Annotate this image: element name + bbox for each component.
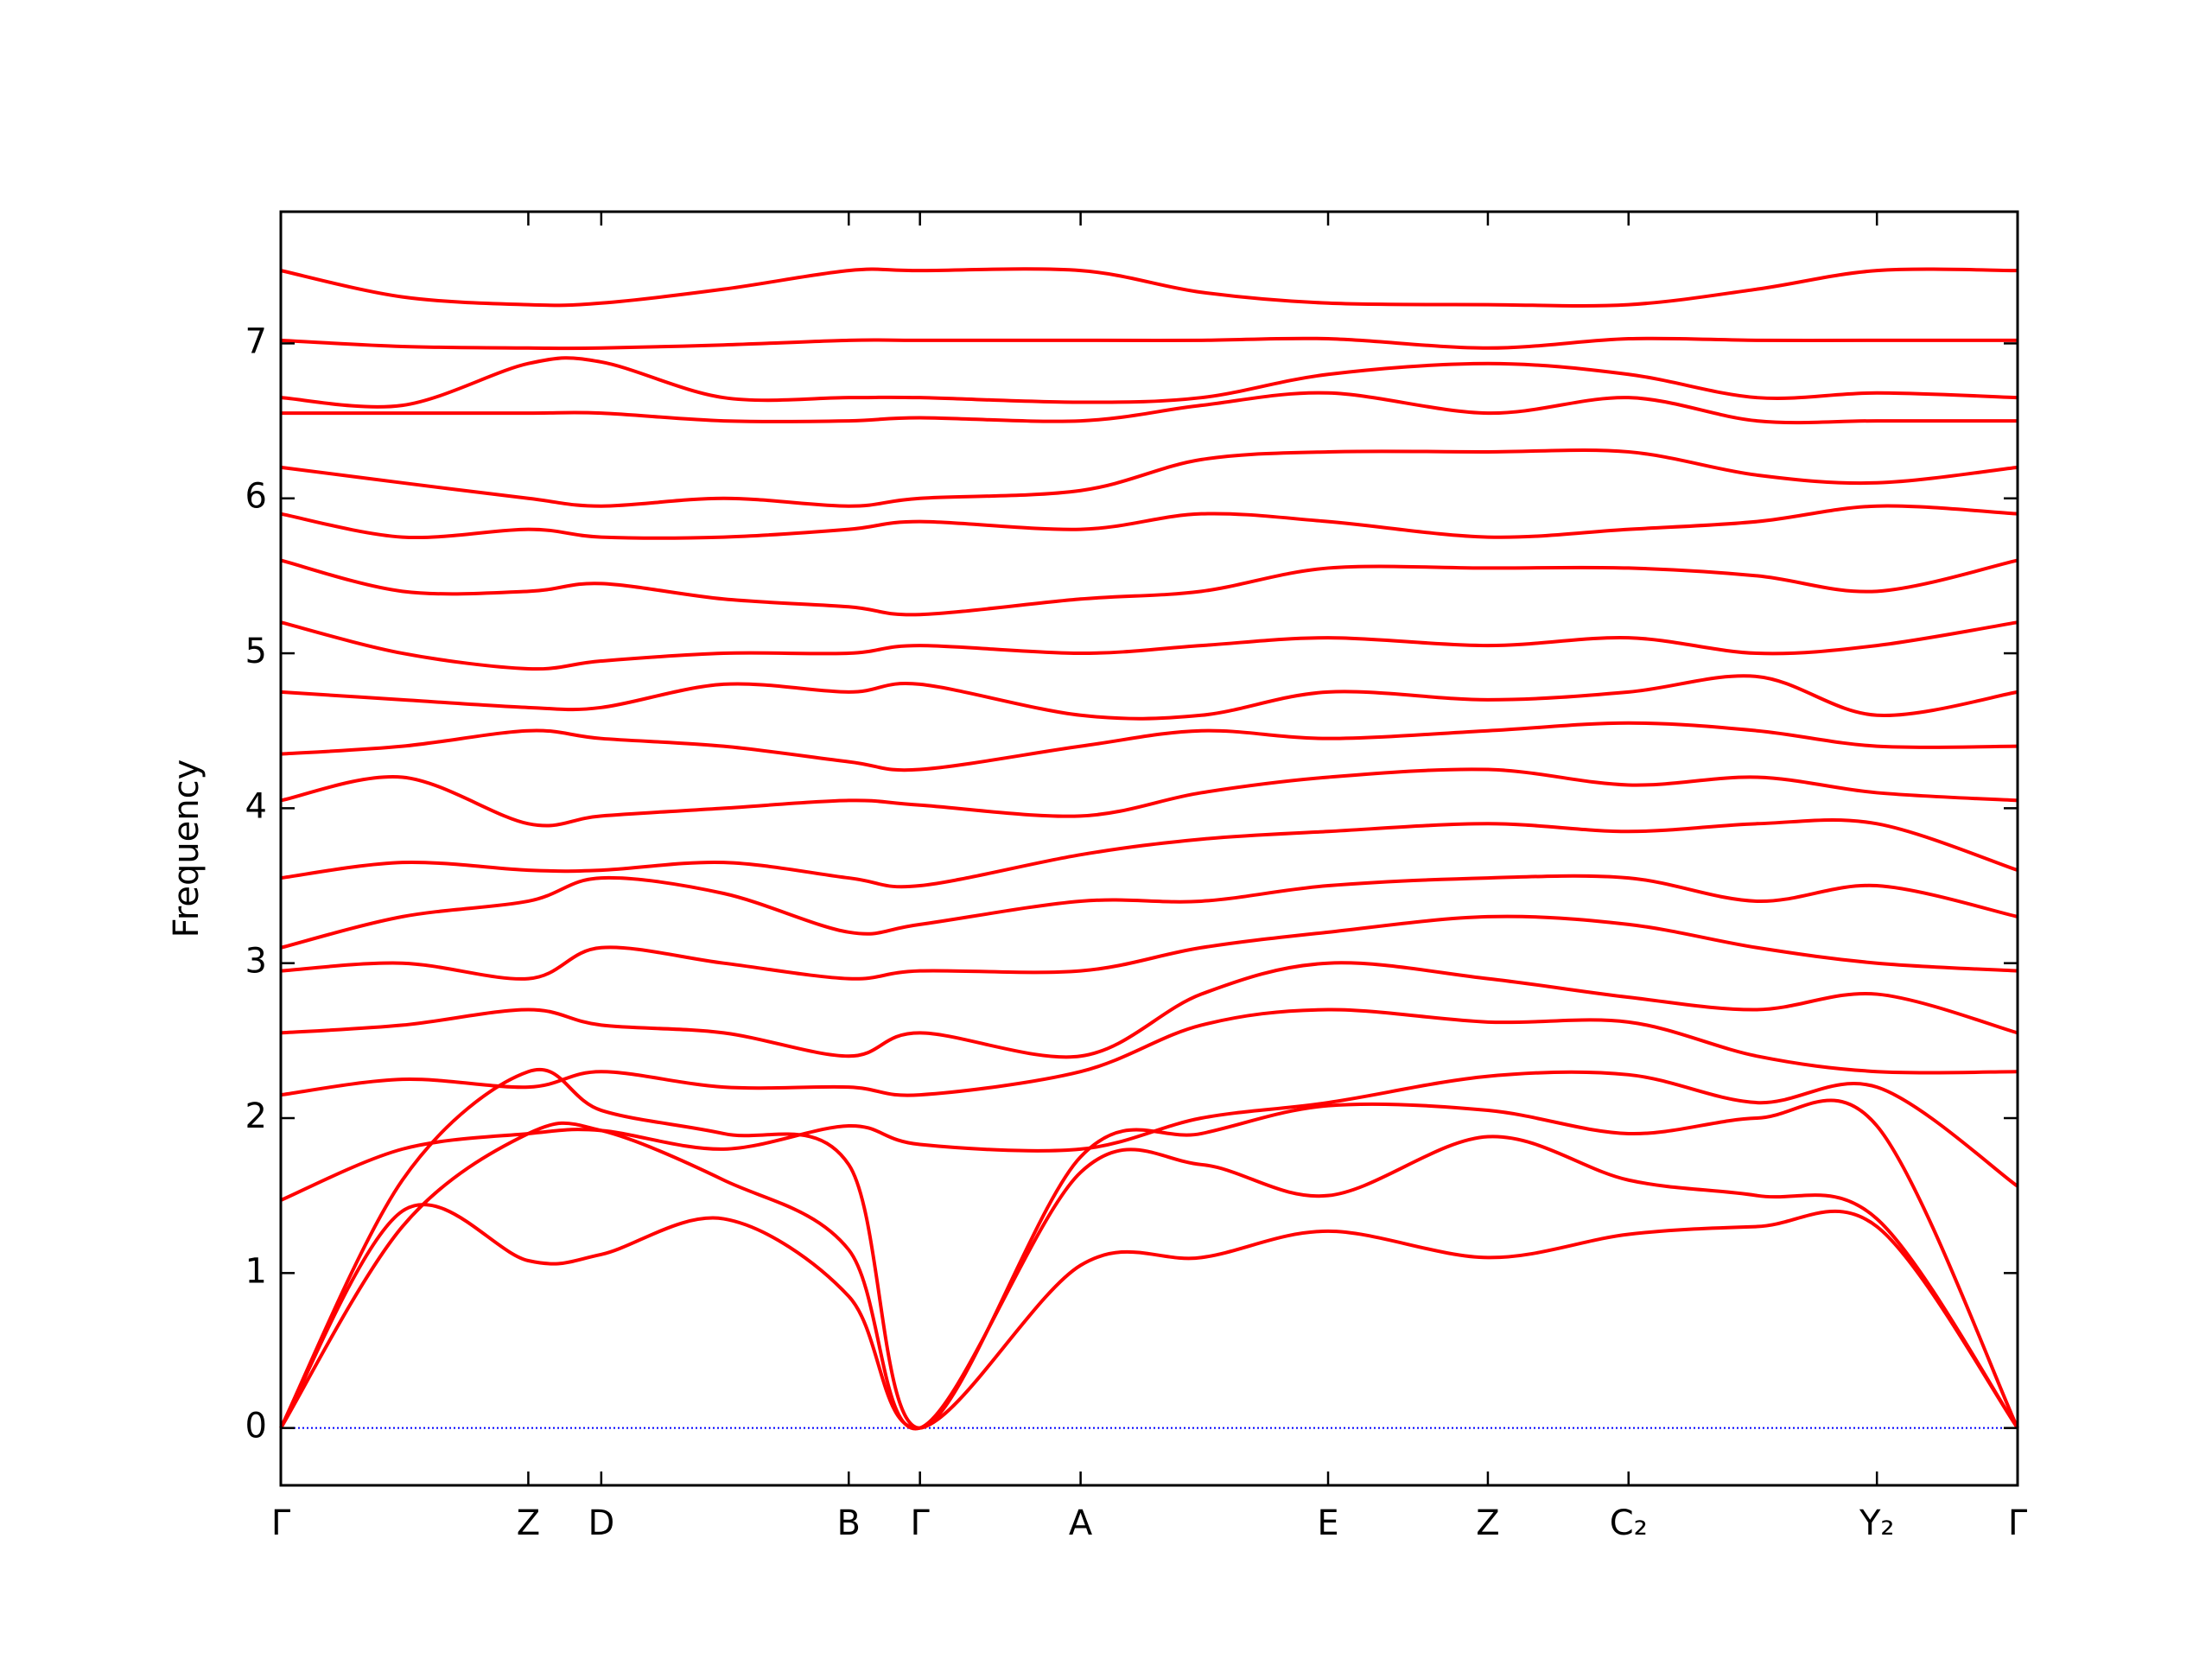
y-tick-label: 4 <box>245 786 267 826</box>
y-tick-label: 6 <box>245 477 267 517</box>
plot-frame <box>279 210 2019 1487</box>
band-line <box>280 504 2018 540</box>
band-line <box>280 356 2018 409</box>
x-tick-label: B <box>837 1503 861 1543</box>
y-axis-label: Frequency <box>167 760 207 938</box>
x-tick-label: Γ <box>271 1503 291 1543</box>
band-line <box>280 817 2018 889</box>
band-line <box>280 336 2018 351</box>
y-tick-label: 7 <box>245 321 267 361</box>
band-line <box>280 914 2018 981</box>
band-line <box>280 558 2018 617</box>
x-tick-label: D <box>588 1503 614 1543</box>
x-tick-label: C₂ <box>1610 1503 1648 1543</box>
band-line <box>280 1007 2018 1097</box>
y-tick-label: 5 <box>245 632 267 671</box>
band-line <box>280 1070 2019 1202</box>
y-tick-label: 1 <box>245 1251 267 1291</box>
band-line <box>280 961 2018 1059</box>
x-tick-label: A <box>1069 1503 1093 1543</box>
x-tick-label: E <box>1317 1503 1338 1543</box>
band-line <box>279 1068 2019 1430</box>
x-tick-label: Z <box>517 1503 540 1543</box>
band-line <box>280 674 2018 721</box>
band-line <box>280 721 2018 772</box>
y-tick-label: 0 <box>245 1407 267 1446</box>
x-tick-label: Γ <box>2008 1503 2028 1543</box>
band-line <box>280 874 2018 950</box>
band-line <box>279 1203 2019 1430</box>
y-tick-label: 3 <box>245 942 267 982</box>
band-line <box>280 448 2018 508</box>
x-tick-label: Z <box>1476 1503 1499 1543</box>
x-tick-label: Γ <box>911 1503 931 1543</box>
x-tick-label: Y₂ <box>1859 1503 1894 1543</box>
band-line <box>280 267 2018 308</box>
y-tick-label: 2 <box>245 1096 267 1136</box>
band-line <box>280 391 2018 425</box>
band-line <box>280 767 2018 828</box>
band-line <box>280 620 2018 671</box>
band-line <box>279 1121 2019 1431</box>
